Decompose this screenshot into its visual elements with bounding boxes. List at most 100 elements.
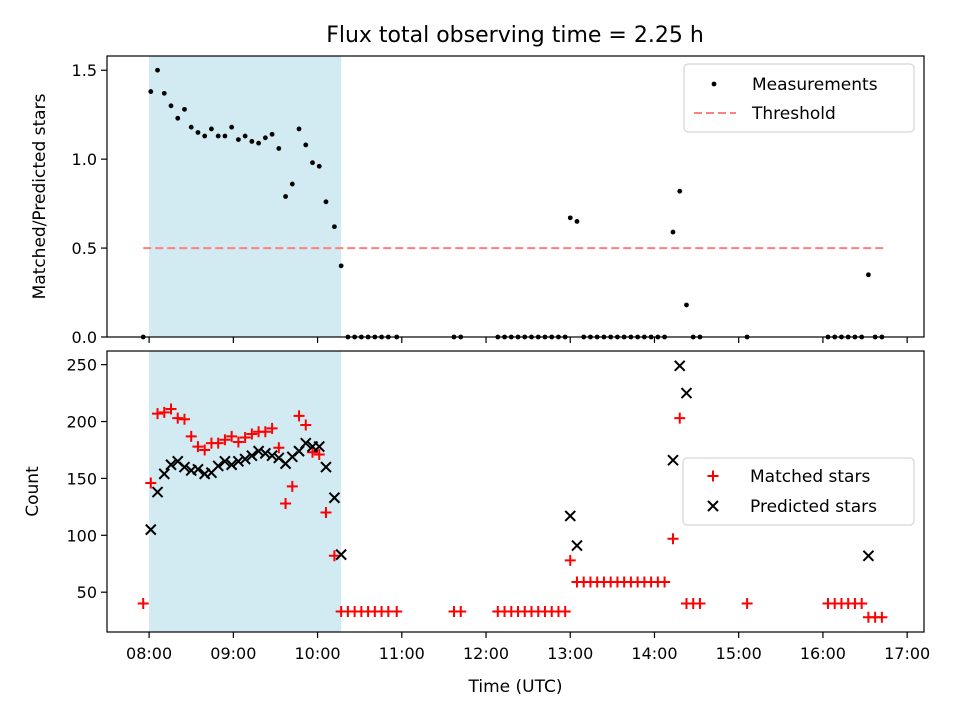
- predicted-star-point: [707, 500, 719, 512]
- top-plot-frame: [106, 55, 925, 338]
- observing-span-top: [149, 56, 342, 337]
- y-tick-label: 250: [66, 356, 97, 375]
- matched-star-point: [192, 441, 204, 453]
- predicted-star-point: [320, 461, 332, 473]
- matched-star-point: [674, 412, 686, 424]
- y-tick-label: 150: [66, 469, 97, 488]
- x-tick-label: 12:00: [463, 644, 509, 663]
- y-tick-label: 50: [77, 583, 97, 602]
- matched-star-point: [286, 480, 298, 492]
- y-tick-label: 1.5: [72, 61, 97, 80]
- bottom-panel: 50 100 150 200 250 08:00 09:00 10:00 11:00 12:00…: [23, 350, 930, 697]
- matched-star-point: [239, 431, 251, 443]
- matched-star-point: [172, 412, 184, 424]
- legend-box: [683, 63, 915, 133]
- matched-star-point: [280, 497, 292, 509]
- matched-star-point: [659, 576, 671, 588]
- measurement-point: [148, 89, 154, 94]
- y-tick-label: 0.0: [72, 328, 97, 347]
- measurement-point: [332, 224, 337, 230]
- top-x-ticks: [148, 337, 908, 343]
- predicted-star-point: [225, 459, 238, 471]
- x-tick-label: 15:00: [716, 644, 762, 663]
- measurement-point: [262, 135, 268, 141]
- measurement-point: [677, 188, 683, 194]
- measurement-point: [202, 133, 208, 139]
- matched-star-point: [313, 449, 325, 461]
- legend-label-matched: Matched stars: [750, 467, 870, 487]
- matched-star-point: [137, 598, 149, 610]
- matched-star-point: [455, 606, 467, 618]
- measurement-point: [684, 302, 689, 308]
- matched-star-point: [185, 430, 197, 442]
- predicted-star-point: [674, 360, 686, 372]
- chart-title: Flux total observing time = 2.25 h: [326, 23, 704, 48]
- top-legend: Measurements Threshold: [683, 63, 915, 133]
- matched-star-point: [559, 606, 571, 618]
- legend-label-predicted: Predicted stars: [750, 497, 877, 517]
- predicted-stars-points: [145, 360, 875, 562]
- measurement-point: [866, 272, 871, 278]
- matched-star-point: [856, 598, 868, 610]
- matched-star-point: [165, 403, 177, 415]
- measurement-point: [188, 124, 194, 130]
- legend-label-threshold: Threshold: [751, 104, 836, 124]
- matched-star-point: [320, 507, 332, 519]
- measurement-point: [161, 90, 167, 96]
- predicted-star-point: [219, 455, 231, 468]
- x-tick-label: 17:00: [884, 644, 930, 663]
- observing-span-bottom: [149, 351, 342, 632]
- measurement-point: [249, 138, 255, 144]
- x-tick-label: 13:00: [547, 644, 593, 663]
- measurement-point: [256, 140, 262, 146]
- x-tick-label: 14:00: [631, 644, 677, 663]
- measurement-point: [567, 215, 573, 221]
- predicted-star-point: [239, 453, 251, 465]
- measurement-point: [574, 218, 580, 224]
- bottom-y-axis-label: Count: [23, 466, 43, 517]
- measurement-point: [316, 163, 322, 169]
- measurement-point: [229, 124, 235, 130]
- matched-star-point: [199, 444, 211, 456]
- measurement-point: [310, 160, 315, 166]
- predicted-star-point: [300, 437, 312, 449]
- matched-star-point: [226, 430, 238, 442]
- measurement-point: [338, 263, 344, 269]
- measurement-point: [215, 133, 221, 139]
- matched-star-point: [307, 446, 319, 458]
- x-tick-label: 16:00: [800, 644, 846, 663]
- predicted-star-point: [259, 447, 272, 460]
- matched-star-point: [158, 406, 170, 418]
- measurement-point: [269, 131, 275, 137]
- legend-box: [682, 457, 915, 526]
- top-y-axis-label: Matched/Predicted stars: [30, 93, 50, 299]
- matched-star-point: [152, 408, 164, 420]
- matched-star-point: [293, 410, 305, 422]
- matched-star-point: [266, 422, 278, 434]
- x-tick-label: 11:00: [379, 644, 425, 663]
- predicted-star-point: [158, 468, 170, 480]
- predicted-star-point: [328, 492, 341, 504]
- predicted-star-point: [151, 486, 164, 498]
- matched-stars-points: [137, 403, 888, 623]
- predicted-star-point: [680, 387, 693, 399]
- matched-star-point: [259, 426, 271, 438]
- top-panel: 0.0 0.5 1.0 1.5 Matched/Predicted stars Mea…: [30, 55, 925, 347]
- measurement-point: [289, 181, 295, 187]
- bottom-x-axis: 08:00 09:00 10:00 11:00 12:00 13:00 14:00 15:00…: [126, 632, 930, 663]
- matched-star-point: [328, 550, 340, 562]
- predicted-star-point: [667, 454, 679, 466]
- matched-star-point: [391, 606, 403, 618]
- matched-star-point: [876, 611, 888, 623]
- matched-star-point: [178, 413, 190, 425]
- measurement-point: [209, 126, 214, 132]
- matched-star-point: [300, 419, 312, 431]
- y-tick-label: 1.0: [72, 150, 97, 169]
- predicted-star-point: [165, 459, 177, 471]
- bottom-plot-frame: [106, 350, 925, 633]
- measurement-point: [296, 126, 302, 132]
- matched-star-point: [145, 477, 157, 489]
- measurement-point: [175, 115, 181, 121]
- measurement-point: [182, 106, 187, 112]
